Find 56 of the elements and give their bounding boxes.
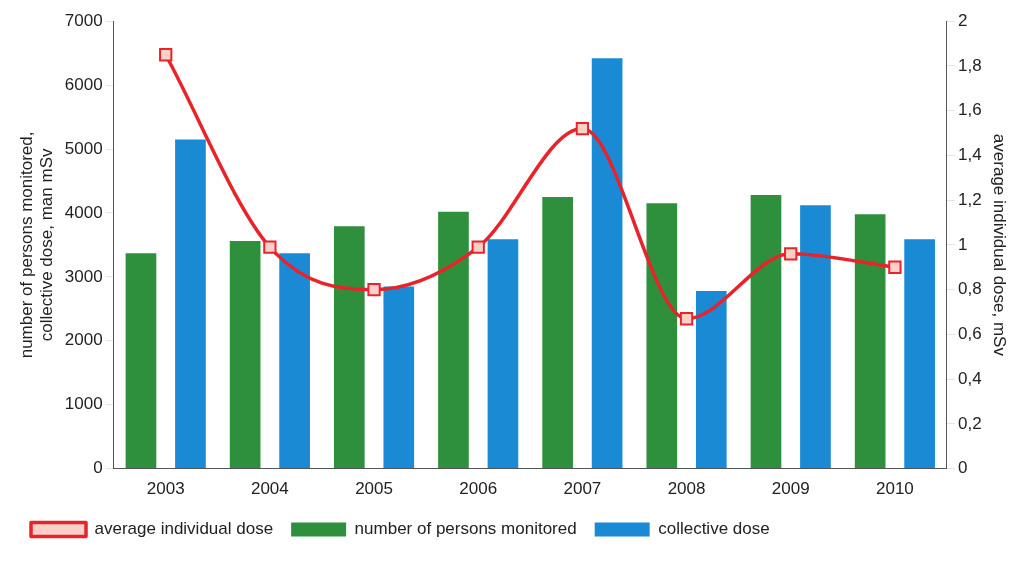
bar (591, 58, 623, 469)
bar (542, 196, 573, 469)
bar (333, 226, 365, 469)
point (784, 247, 798, 261)
y2-tick-label: 1,2 (957, 189, 982, 209)
y2-tick-label: 0,4 (957, 368, 982, 388)
point (367, 282, 381, 297)
bar (800, 205, 831, 469)
y-tick-label: 5000 (64, 138, 103, 158)
x-tick-label: 2009 (771, 479, 810, 499)
bar (854, 214, 886, 469)
y-tick-label: 3000 (64, 266, 103, 286)
y-tick-label: 6000 (64, 74, 103, 94)
y2-tick-label: 0,8 (957, 279, 982, 299)
bar (646, 203, 678, 469)
point (159, 48, 173, 62)
x-tick-label: 2004 (250, 479, 289, 499)
bar (279, 253, 310, 469)
y-tick-label: 1000 (64, 394, 103, 414)
legend-label: average individual dose (94, 519, 274, 539)
legend-label: number of persons monitored (354, 519, 577, 539)
bar (750, 195, 782, 469)
x-tick-label: 2007 (563, 479, 602, 499)
bar (695, 290, 727, 469)
bar (383, 286, 415, 469)
y2-tick-label: 0 (957, 458, 968, 478)
y2-axis-title: average individual dose, mSv (990, 133, 1010, 357)
x-tick-label: 2010 (875, 479, 914, 499)
point (471, 240, 485, 254)
y2-tick-label: 1,8 (957, 55, 982, 75)
bar (229, 241, 261, 469)
bar (904, 239, 935, 469)
x-tick-label: 2005 (355, 479, 393, 499)
bar (175, 139, 206, 469)
bar (125, 253, 157, 469)
y2-tick-label: 1,6 (957, 100, 982, 120)
x-tick-label: 2008 (667, 479, 706, 499)
y-axis-title: number of persons monitored, collective dose, man mSv (16, 131, 57, 359)
point (575, 121, 590, 136)
point (263, 240, 277, 254)
y2-tick-label: 1 (957, 234, 968, 254)
bar (487, 239, 519, 469)
point (679, 312, 694, 326)
y2-tick-label: 2 (957, 10, 968, 30)
y2-tick-label: 0,2 (957, 413, 982, 433)
x-tick-label: 2006 (459, 479, 498, 499)
y-tick-label: 4000 (64, 202, 103, 222)
y-tick-label: 0 (93, 458, 103, 478)
y2-tick-label: 0,6 (957, 324, 982, 344)
point (888, 260, 902, 274)
y-tick-label: 2000 (64, 330, 103, 350)
x-tick-label: 2003 (146, 479, 185, 499)
legend-label: collective dose (658, 519, 770, 539)
y-tick-label: 7000 (64, 10, 103, 30)
bar (438, 211, 469, 469)
y2-tick-label: 1,4 (957, 145, 982, 165)
